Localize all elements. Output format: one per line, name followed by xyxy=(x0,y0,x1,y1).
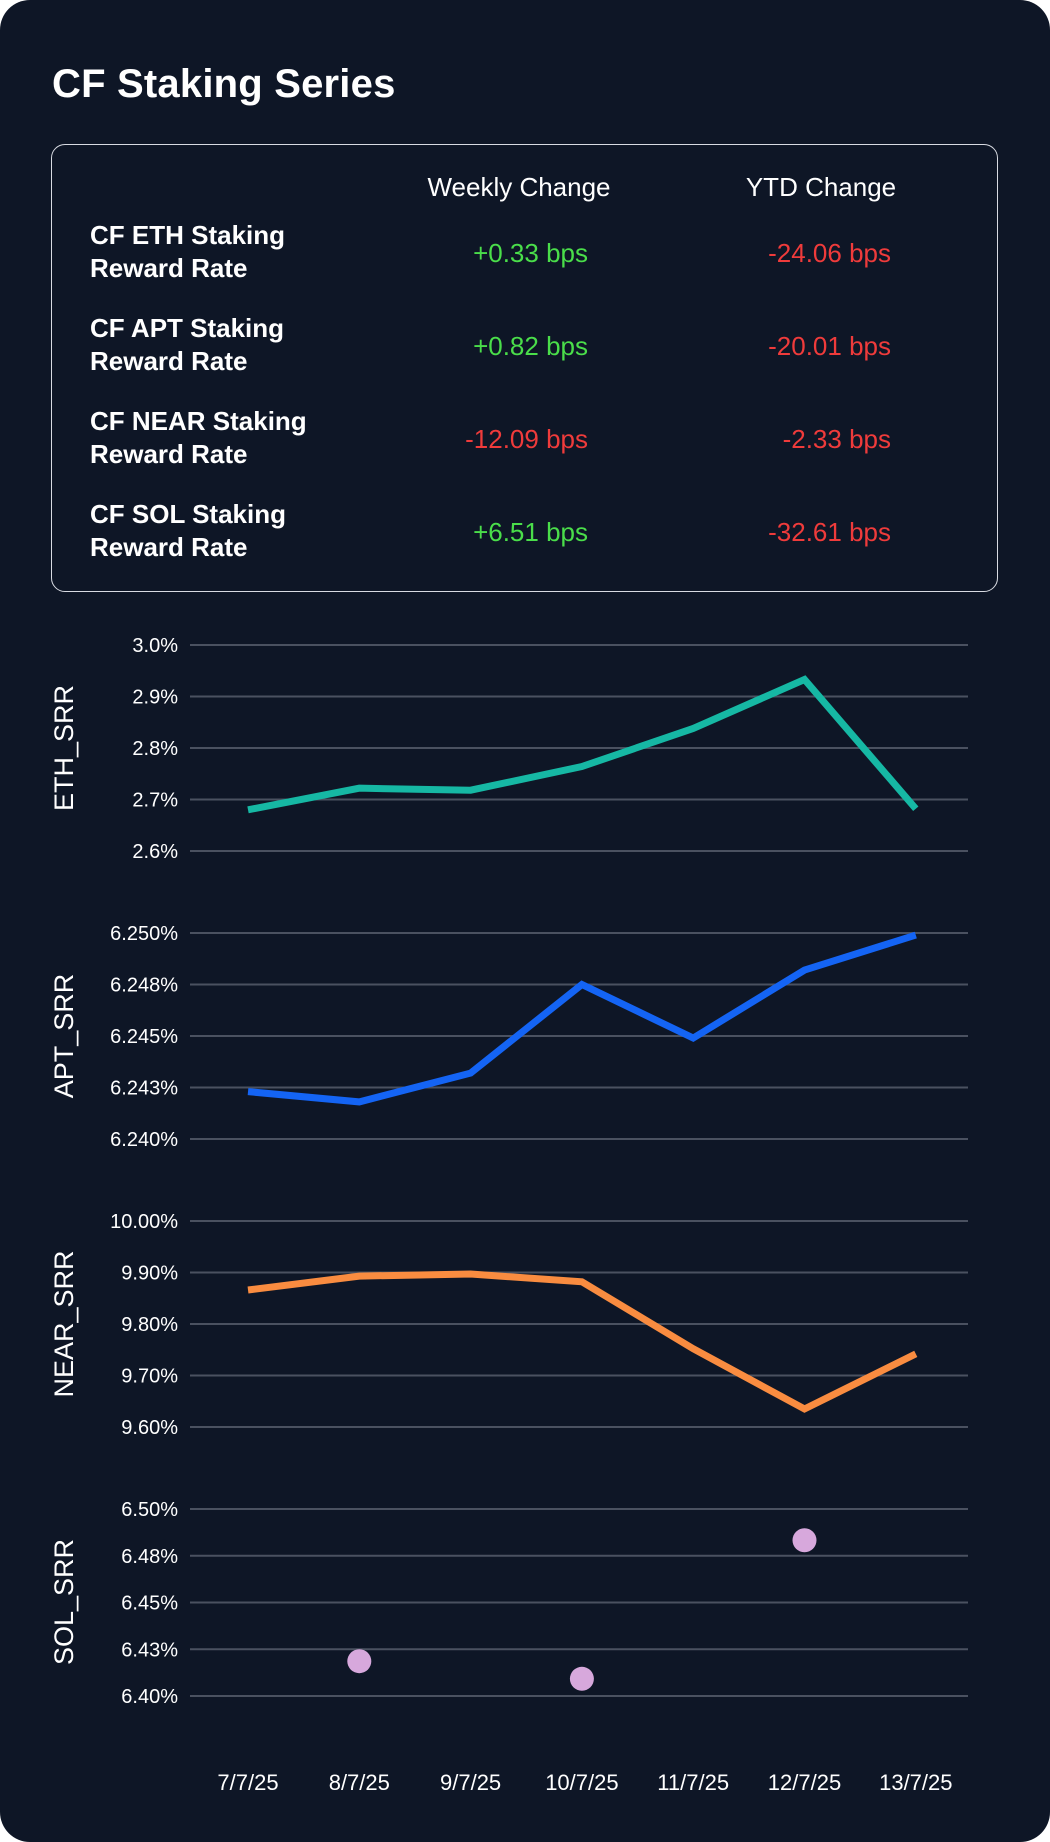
sol-srr-ytick-label: 6.43% xyxy=(121,1639,178,1661)
apt-srr-ytick-label: 6.245% xyxy=(110,1026,178,1048)
apt-weekly-value: +0.82 bps xyxy=(473,331,588,361)
row-label-line2: Reward Rate xyxy=(90,439,248,469)
near-srr-ytick-label: 10.00% xyxy=(110,1211,178,1233)
apt-srr-ytick-label: 6.250% xyxy=(110,923,178,945)
row-label-line1: CF APT Staking xyxy=(90,313,285,343)
eth-srr-ytick-label: 2.9% xyxy=(132,687,178,709)
ytd-change-header: YTD Change xyxy=(745,172,897,202)
sol-srr-scatter-point xyxy=(792,1528,817,1553)
sol-srr-scatter-point xyxy=(347,1649,372,1674)
summary-table xyxy=(51,144,998,592)
apt-ytd-value: -20.01 bps xyxy=(768,331,891,361)
x-tick-label: 8/7/25 xyxy=(329,1770,390,1795)
sol-weekly-value: +6.51 bps xyxy=(473,517,588,547)
row-label-line1: CF NEAR Staking xyxy=(90,406,307,436)
eth-srr-axis-label: ETH_SRR xyxy=(49,685,79,811)
near-srr-ytick-label: 9.90% xyxy=(121,1263,178,1285)
row-label-near: CF NEAR Staking Reward Rate xyxy=(90,405,350,471)
row-label-line1: CF SOL Staking xyxy=(90,499,286,529)
x-tick-label: 10/7/25 xyxy=(545,1770,618,1795)
near-weekly-value: -12.09 bps xyxy=(465,424,588,454)
sol-srr-ytick-label: 6.50% xyxy=(121,1499,178,1521)
row-label-eth: CF ETH Staking Reward Rate xyxy=(90,219,350,285)
eth-ytd-value: -24.06 bps xyxy=(768,238,891,268)
row-label-line2: Reward Rate xyxy=(90,532,248,562)
row-label-apt: CF APT Staking Reward Rate xyxy=(90,312,350,378)
near-srr-axis-label: NEAR_SRR xyxy=(49,1250,79,1397)
eth-srr-ytick-label: 3.0% xyxy=(132,635,178,657)
row-label-sol: CF SOL Staking Reward Rate xyxy=(90,498,350,564)
near-srr-series-line xyxy=(247,1270,918,1413)
x-tick-label: 12/7/25 xyxy=(768,1770,841,1795)
eth-weekly-value: +0.33 bps xyxy=(473,238,588,268)
weekly-change-header: Weekly Change xyxy=(427,172,611,202)
sol-srr-scatter-point xyxy=(569,1666,594,1691)
sol-srr-ytick-label: 6.40% xyxy=(121,1686,178,1708)
eth-srr-ytick-label: 2.7% xyxy=(132,790,178,812)
eth-srr-ytick-label: 2.6% xyxy=(132,841,178,863)
sol-srr-ytick-label: 6.45% xyxy=(121,1593,178,1615)
near-srr-ytick-label: 9.80% xyxy=(121,1314,178,1336)
apt-srr-series-line xyxy=(247,931,917,1106)
row-label-line1: CF ETH Staking xyxy=(90,220,286,250)
eth-srr-series-line xyxy=(247,675,919,814)
sol-ytd-value: -32.61 bps xyxy=(768,517,891,547)
near-srr-ytick-label: 9.60% xyxy=(121,1417,178,1439)
apt-srr-ytick-label: 6.240% xyxy=(110,1129,178,1151)
sol-srr-axis-label: SOL_SRR xyxy=(49,1539,79,1665)
x-tick-label: 13/7/25 xyxy=(879,1770,952,1795)
apt-srr-ytick-label: 6.243% xyxy=(110,1078,178,1100)
row-label-line2: Reward Rate xyxy=(90,253,248,283)
row-label-line2: Reward Rate xyxy=(90,346,248,376)
sol-srr-ytick-label: 6.48% xyxy=(121,1546,178,1568)
near-srr-ytick-label: 9.70% xyxy=(121,1366,178,1388)
x-tick-label: 9/7/25 xyxy=(440,1770,501,1795)
x-tick-label: 7/7/25 xyxy=(217,1770,278,1795)
eth-srr-ytick-label: 2.8% xyxy=(132,738,178,760)
x-tick-label: 11/7/25 xyxy=(657,1770,729,1795)
apt-srr-axis-label: APT_SRR xyxy=(49,974,79,1099)
apt-srr-ytick-label: 6.248% xyxy=(110,975,178,997)
page-title: CF Staking Series xyxy=(52,62,396,106)
near-ytd-value: -2.33 bps xyxy=(782,424,891,454)
